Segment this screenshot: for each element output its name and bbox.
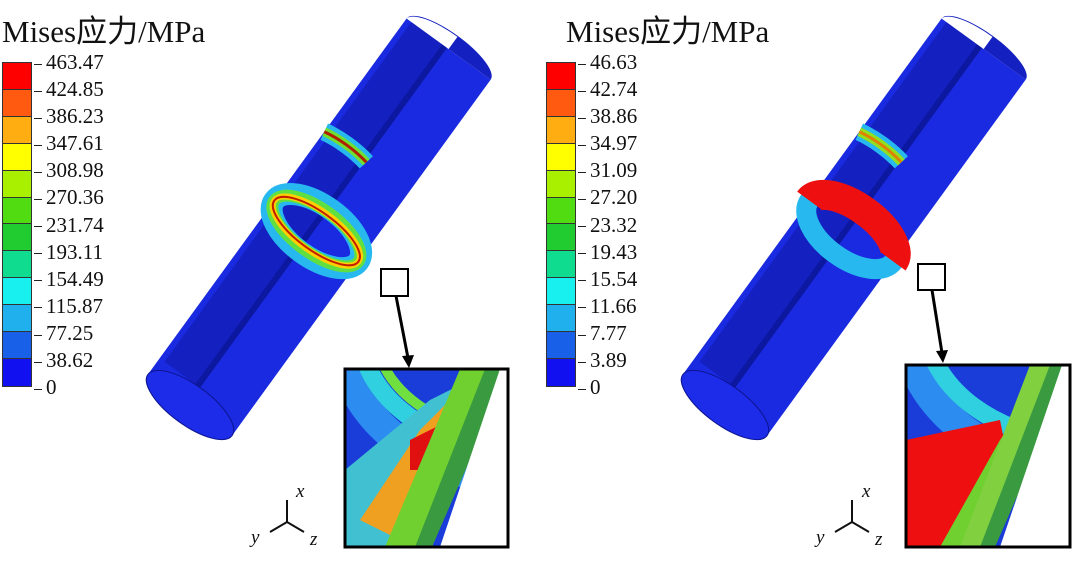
legend-tick-label: 19.43 (578, 241, 637, 263)
color-band (547, 143, 575, 171)
color-band (3, 170, 31, 198)
color-band (547, 197, 575, 225)
legend-tick-label: 0 (578, 376, 601, 398)
pipe-model-left (135, 5, 501, 453)
color-bar (2, 62, 32, 387)
legend-tick-label: 0 (34, 376, 57, 398)
axis-label-x: x (861, 481, 871, 502)
color-band (547, 116, 575, 144)
legend-tick-label: 3.89 (578, 349, 627, 371)
legend-tick-label: 270.36 (34, 186, 104, 208)
legend-tick-label: 27.20 (578, 186, 637, 208)
stress-band-secondary (855, 123, 908, 169)
stress-band-main (260, 182, 373, 280)
legend-tick-label: 347.61 (34, 132, 104, 154)
color-band (547, 305, 575, 333)
stress-band-main (796, 179, 911, 280)
color-bar (546, 62, 576, 387)
legend-tick-label: 77.25 (34, 322, 93, 344)
legend-tick-label: 11.66 (578, 295, 636, 317)
legend-tick-label: 231.74 (34, 214, 104, 236)
axis-label-z: z (874, 529, 883, 550)
color-band (547, 358, 575, 386)
color-band (547, 224, 575, 252)
color-band (3, 251, 31, 279)
color-band (3, 116, 31, 144)
legend-tick-label: 38.86 (578, 105, 637, 127)
axis-triad-right: x y z (814, 481, 883, 550)
legend-tick-label: 7.77 (578, 322, 627, 344)
color-band (547, 332, 575, 359)
legend-tick-label: 15.54 (578, 268, 637, 290)
color-band (547, 63, 575, 90)
pipe-model-right (670, 5, 1036, 453)
color-band (3, 197, 31, 225)
legend-tick-label: 308.98 (34, 159, 104, 181)
axis-triad-left: x y z (249, 481, 318, 550)
color-band (547, 170, 575, 198)
color-band (547, 89, 575, 117)
legend-title-right: Mises应力/MPa (566, 14, 770, 49)
legend-tick-label: 31.09 (578, 159, 637, 181)
legend-tick-label: 154.49 (34, 268, 104, 290)
legend-tick-label: 38.62 (34, 349, 93, 371)
legend-tick-label: 42.74 (578, 78, 637, 100)
color-band (3, 89, 31, 117)
color-band (3, 332, 31, 359)
callout-arrow-left (394, 295, 410, 359)
color-band (547, 251, 575, 279)
color-band (547, 278, 575, 306)
axis-label-y: y (814, 527, 825, 548)
legend-tick-label: 46.63 (578, 51, 637, 73)
color-band (3, 305, 31, 333)
legend-tick-label: 23.32 (578, 214, 637, 236)
zoom-marker-left (380, 268, 409, 297)
callout-arrow-right (930, 289, 944, 354)
axis-label-y: y (249, 527, 260, 548)
stress-band-secondary (320, 123, 373, 169)
color-band (3, 143, 31, 171)
axis-label-z: z (309, 529, 318, 550)
legend-title-left: Mises应力/MPa (2, 14, 206, 49)
color-band (3, 278, 31, 306)
zoom-marker-right (917, 263, 946, 291)
legend-tick-label: 386.23 (34, 105, 104, 127)
inset-detail-right (904, 363, 1072, 549)
axis-label-x: x (295, 481, 305, 502)
color-band (3, 358, 31, 386)
legend-tick-label: 34.97 (578, 132, 637, 154)
legend-tick-label: 193.11 (34, 241, 103, 263)
legend-tick-label: 463.47 (34, 51, 104, 73)
legend-tick-label: 115.87 (34, 295, 103, 317)
legend-tick-label: 424.85 (34, 78, 104, 100)
inset-detail-left (343, 367, 510, 549)
color-band (3, 63, 31, 90)
color-band (3, 224, 31, 252)
